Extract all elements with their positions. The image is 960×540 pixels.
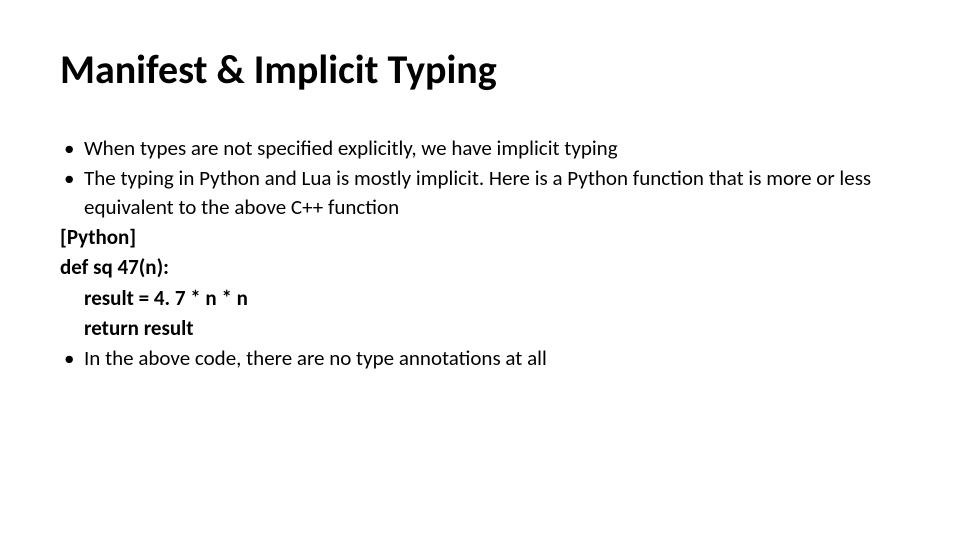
bullet-text: The typing in Python and Lua is mostly i… xyxy=(84,164,900,221)
code-line: return result xyxy=(60,314,900,342)
slide-title: Manifest & Implicit Typing xyxy=(60,48,900,92)
bullet-text: When types are not specified explicitly,… xyxy=(84,134,900,162)
bullet-dot-icon: • xyxy=(60,344,84,372)
code-line: result = 4. 7 * n * n xyxy=(60,284,900,312)
slide: Manifest & Implicit Typing • When types … xyxy=(0,0,960,540)
bullet-item: • In the above code, there are no type a… xyxy=(60,344,900,372)
language-label: [Python] xyxy=(60,223,900,251)
bullet-text: In the above code, there are no type ann… xyxy=(84,344,900,372)
slide-body: • When types are not specified explicitl… xyxy=(60,134,900,373)
bullet-dot-icon: • xyxy=(60,164,84,221)
bullet-item: • The typing in Python and Lua is mostly… xyxy=(60,164,900,221)
bullet-dot-icon: • xyxy=(60,134,84,162)
code-line: def sq 47(n): xyxy=(60,253,900,281)
bullet-item: • When types are not specified explicitl… xyxy=(60,134,900,162)
